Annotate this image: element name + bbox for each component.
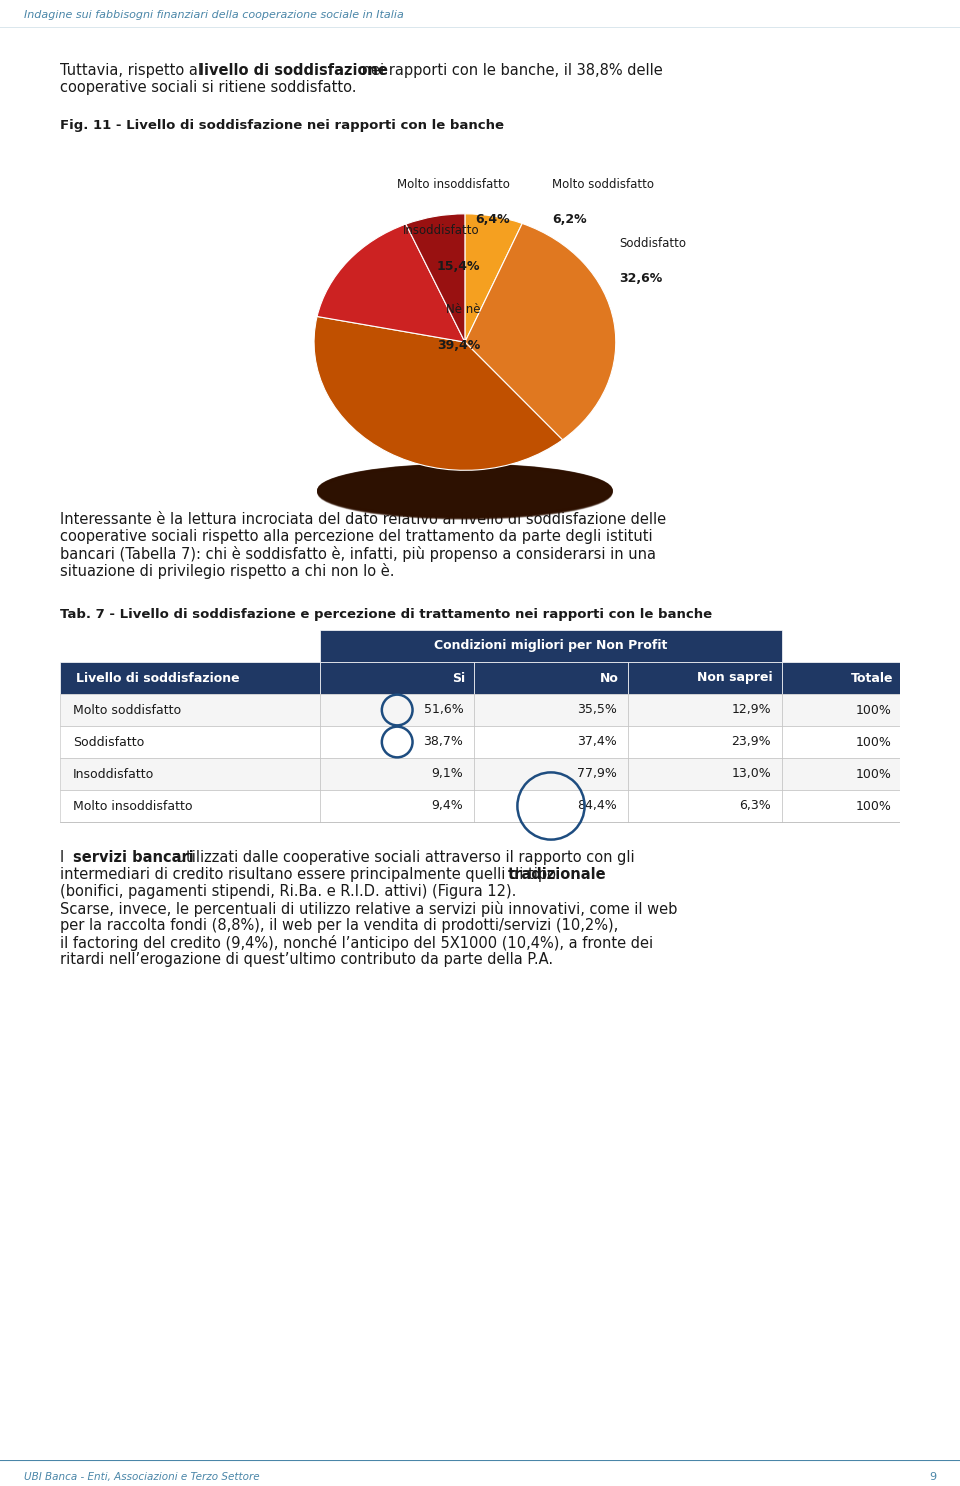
Text: Tuttavia, rispetto al: Tuttavia, rispetto al xyxy=(60,62,206,77)
Text: ritardi nell’erogazione di quest’ultimo contributo da parte della P.A.: ritardi nell’erogazione di quest’ultimo … xyxy=(60,953,553,967)
FancyBboxPatch shape xyxy=(321,727,474,758)
FancyBboxPatch shape xyxy=(781,661,900,694)
FancyBboxPatch shape xyxy=(60,661,321,694)
FancyBboxPatch shape xyxy=(474,694,628,727)
FancyBboxPatch shape xyxy=(321,694,474,727)
FancyBboxPatch shape xyxy=(321,630,781,661)
FancyBboxPatch shape xyxy=(60,694,321,727)
FancyBboxPatch shape xyxy=(321,791,474,822)
Text: 35,5%: 35,5% xyxy=(577,703,617,716)
Text: 84,4%: 84,4% xyxy=(577,799,617,813)
Text: Insoddisfatto: Insoddisfatto xyxy=(73,767,155,780)
FancyBboxPatch shape xyxy=(474,661,628,694)
Text: Condizioni migliori per Non Profit: Condizioni migliori per Non Profit xyxy=(434,639,667,652)
Text: 6,2%: 6,2% xyxy=(552,214,587,226)
Text: utilizzati dalle cooperative sociali attraverso il rapporto con gli: utilizzati dalle cooperative sociali att… xyxy=(172,850,635,865)
Text: 6,3%: 6,3% xyxy=(739,799,771,813)
Wedge shape xyxy=(406,214,465,342)
Ellipse shape xyxy=(318,465,612,517)
Text: 12,9%: 12,9% xyxy=(732,703,771,716)
Wedge shape xyxy=(465,214,522,342)
FancyBboxPatch shape xyxy=(321,758,474,791)
FancyBboxPatch shape xyxy=(628,791,781,822)
Text: Livello di soddisfazione: Livello di soddisfazione xyxy=(76,672,239,685)
Text: No: No xyxy=(600,672,618,685)
Text: 100%: 100% xyxy=(856,703,892,716)
Text: servizi bancari: servizi bancari xyxy=(73,850,193,865)
Wedge shape xyxy=(317,224,465,342)
Text: 100%: 100% xyxy=(856,799,892,813)
Wedge shape xyxy=(465,223,615,440)
Text: Soddisfatto: Soddisfatto xyxy=(73,736,144,749)
Text: Molto insoddisfatto: Molto insoddisfatto xyxy=(397,178,510,190)
Ellipse shape xyxy=(318,467,612,519)
Text: 15,4%: 15,4% xyxy=(437,260,480,272)
Text: cooperative sociali si ritiene soddisfatto.: cooperative sociali si ritiene soddisfat… xyxy=(60,80,356,95)
Text: I: I xyxy=(60,850,69,865)
FancyBboxPatch shape xyxy=(628,661,781,694)
Text: (bonifici, pagamenti stipendi, Ri.Ba. e R.I.D. attivi) (Figura 12).: (bonifici, pagamenti stipendi, Ri.Ba. e … xyxy=(60,884,516,899)
FancyBboxPatch shape xyxy=(60,791,321,822)
Text: livello di soddisfazione: livello di soddisfazione xyxy=(199,62,388,77)
Ellipse shape xyxy=(318,465,612,517)
Text: intermediari di credito risultano essere principalmente quelli di tipo: intermediari di credito risultano essere… xyxy=(60,866,561,883)
FancyBboxPatch shape xyxy=(474,791,628,822)
Text: Scarse, invece, le percentuali di utilizzo relative a servizi più innovativi, co: Scarse, invece, le percentuali di utiliz… xyxy=(60,901,678,917)
Text: 100%: 100% xyxy=(856,736,892,749)
Text: Non saprei: Non saprei xyxy=(697,672,773,685)
FancyBboxPatch shape xyxy=(781,791,900,822)
FancyBboxPatch shape xyxy=(60,727,321,758)
Text: Molto insoddisfatto: Molto insoddisfatto xyxy=(73,799,193,813)
Text: Si: Si xyxy=(452,672,465,685)
Text: Insoddisfatto: Insoddisfatto xyxy=(403,224,480,236)
Text: Interessante è la lettura incrociata del dato relativo al livello di soddisfazio: Interessante è la lettura incrociata del… xyxy=(60,513,666,528)
Text: tradizionale: tradizionale xyxy=(507,866,606,883)
Text: 6,4%: 6,4% xyxy=(475,214,510,226)
FancyBboxPatch shape xyxy=(781,758,900,791)
Text: 23,9%: 23,9% xyxy=(732,736,771,749)
Text: nei rapporti con le banche, il 38,8% delle: nei rapporti con le banche, il 38,8% del… xyxy=(357,62,663,77)
FancyBboxPatch shape xyxy=(474,758,628,791)
Ellipse shape xyxy=(318,465,612,519)
Text: cooperative sociali rispetto alla percezione del trattamento da parte degli isti: cooperative sociali rispetto alla percez… xyxy=(60,529,653,544)
Text: 32,6%: 32,6% xyxy=(619,272,662,285)
Text: il factoring del credito (9,4%), nonché l’anticipo del 5X1000 (10,4%), a fronte : il factoring del credito (9,4%), nonché … xyxy=(60,935,653,951)
Text: 51,6%: 51,6% xyxy=(423,703,464,716)
Text: Molto soddisfatto: Molto soddisfatto xyxy=(552,178,655,190)
FancyBboxPatch shape xyxy=(781,727,900,758)
Text: 100%: 100% xyxy=(856,767,892,780)
Text: Molto soddisfatto: Molto soddisfatto xyxy=(73,703,181,716)
Text: per la raccolta fondi (8,8%), il web per la vendita di prodotti/servizi (10,2%),: per la raccolta fondi (8,8%), il web per… xyxy=(60,918,618,933)
Ellipse shape xyxy=(318,465,612,517)
Text: 39,4%: 39,4% xyxy=(437,339,480,352)
FancyBboxPatch shape xyxy=(781,694,900,727)
FancyBboxPatch shape xyxy=(321,661,474,694)
Text: Soddisfatto: Soddisfatto xyxy=(619,236,685,250)
Text: 38,7%: 38,7% xyxy=(423,736,464,749)
Text: 9,1%: 9,1% xyxy=(432,767,464,780)
Text: Indagine sui fabbisogni finanziari della cooperazione sociale in Italia: Indagine sui fabbisogni finanziari della… xyxy=(24,10,404,21)
Text: UBI Banca - Enti, Associazioni e Terzo Settore: UBI Banca - Enti, Associazioni e Terzo S… xyxy=(24,1473,259,1482)
FancyBboxPatch shape xyxy=(628,727,781,758)
Text: 77,9%: 77,9% xyxy=(577,767,617,780)
Text: 37,4%: 37,4% xyxy=(577,736,617,749)
FancyBboxPatch shape xyxy=(60,758,321,791)
Ellipse shape xyxy=(318,465,612,519)
Text: Fig. 11 - Livello di soddisfazione nei rapporti con le banche: Fig. 11 - Livello di soddisfazione nei r… xyxy=(60,119,504,132)
Wedge shape xyxy=(314,317,563,470)
Text: Totale: Totale xyxy=(851,672,893,685)
Ellipse shape xyxy=(318,467,612,519)
FancyBboxPatch shape xyxy=(628,758,781,791)
Text: 13,0%: 13,0% xyxy=(732,767,771,780)
Ellipse shape xyxy=(318,464,612,516)
FancyBboxPatch shape xyxy=(628,694,781,727)
Text: bancari (Tabella 7): chi è soddisfatto è, infatti, più propenso a considerarsi i: bancari (Tabella 7): chi è soddisfatto è… xyxy=(60,545,656,562)
Text: 9,4%: 9,4% xyxy=(432,799,464,813)
Text: situazione di privilegio rispetto a chi non lo è.: situazione di privilegio rispetto a chi … xyxy=(60,563,395,580)
Text: 9: 9 xyxy=(929,1473,936,1482)
FancyBboxPatch shape xyxy=(474,727,628,758)
Text: Nè nè: Nè nè xyxy=(445,303,480,317)
Text: Tab. 7 - Livello di soddisfazione e percezione di trattamento nei rapporti con l: Tab. 7 - Livello di soddisfazione e perc… xyxy=(60,608,712,621)
